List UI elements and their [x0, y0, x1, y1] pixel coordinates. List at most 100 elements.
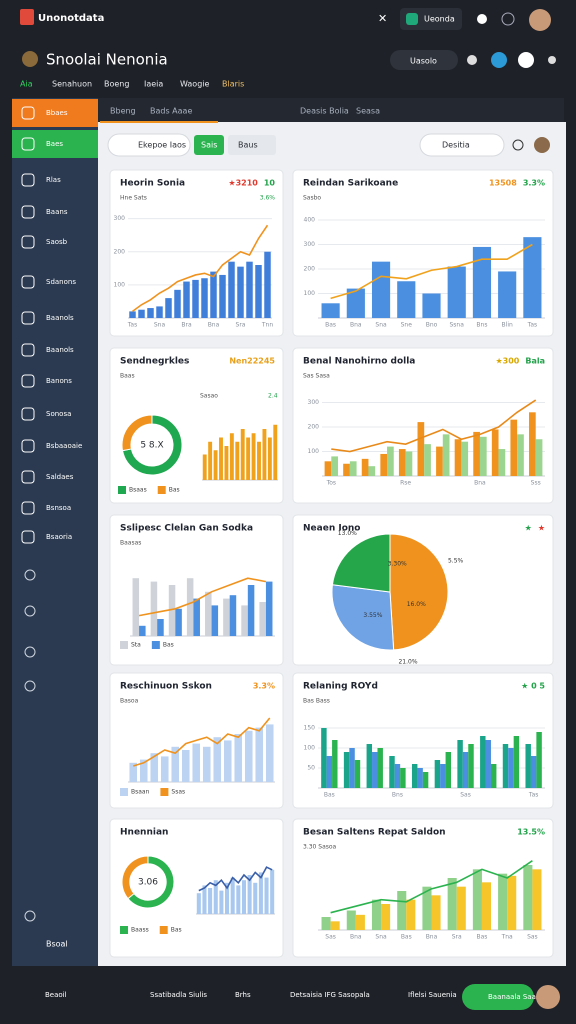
footer-item[interactable]: Ssatibadla Siulis	[150, 991, 207, 999]
center-label: 5 8.X	[140, 441, 163, 451]
bar	[138, 309, 145, 318]
reset-button[interactable]	[228, 135, 276, 155]
bar	[264, 877, 269, 914]
nav-item[interactable]: Aia	[20, 80, 33, 89]
bar	[461, 441, 469, 476]
y-tick-label: 100	[114, 281, 126, 288]
page-logo	[22, 51, 38, 67]
y-tick-label: 200	[114, 248, 126, 255]
bar	[265, 581, 273, 636]
bar	[213, 737, 222, 782]
sidebar-item[interactable]: Bsaoria	[46, 533, 72, 541]
sidebar-item[interactable]: Baanols	[46, 314, 74, 322]
bar	[241, 605, 248, 636]
help-icon[interactable]	[512, 139, 524, 151]
icon[interactable]	[491, 52, 507, 68]
sidebar-icon[interactable]	[24, 569, 36, 581]
legend-swatch	[151, 641, 160, 649]
legend-swatch	[120, 641, 128, 649]
x-tick-label: Bna	[350, 934, 362, 941]
bar	[481, 882, 492, 930]
sidebar-item[interactable]: Saosb	[46, 238, 68, 246]
toolbar-item[interactable]: Seasa	[356, 107, 380, 116]
sidebar-item[interactable]: Rlas	[46, 176, 61, 184]
card-title: Reindan Sarikoane	[303, 179, 398, 189]
footer-item[interactable]: Beaoil	[45, 991, 67, 999]
bar	[380, 453, 388, 476]
sidebar-item[interactable]: Bsbaaoaie	[46, 442, 82, 450]
badge: 3.3%	[523, 179, 545, 188]
close-icon[interactable]: ✕	[378, 12, 387, 25]
apply-label: Sais	[201, 141, 217, 150]
badge: ★3210	[228, 179, 258, 188]
x-tick-label: Sne	[401, 322, 413, 329]
sidebar-icon[interactable]	[24, 646, 36, 658]
bar	[507, 875, 517, 930]
sidebar-item[interactable]: Sonosa	[46, 410, 71, 418]
toolbar-item[interactable]: Deasis Bolia	[300, 107, 349, 116]
sidebar-item[interactable]: Sdanons	[46, 278, 76, 286]
bar	[186, 578, 194, 636]
sidebar-item[interactable]: Baanols	[46, 346, 74, 354]
sidebar-item[interactable]: Banons	[46, 377, 72, 385]
sidebar-icon[interactable]	[24, 680, 36, 692]
icon[interactable]	[548, 56, 556, 64]
x-tick-label: Sra	[452, 934, 462, 941]
y-tick-label: 50	[307, 765, 315, 772]
bar	[273, 424, 278, 480]
legend-label: Baass	[131, 927, 149, 934]
toolbar-tab[interactable]: Bbeng	[110, 107, 136, 116]
bar	[257, 441, 261, 480]
footer-item[interactable]: Iflelsi Sauenia	[408, 991, 457, 999]
y-tick-label: 200	[308, 424, 320, 431]
bar	[129, 762, 138, 782]
avatar[interactable]	[536, 985, 560, 1009]
bar	[255, 265, 262, 318]
search-box[interactable]	[390, 50, 458, 70]
bar	[510, 419, 518, 476]
icon[interactable]	[467, 55, 477, 65]
bar	[405, 451, 413, 476]
filter-search[interactable]	[419, 133, 505, 157]
sidebar-item[interactable]: Bbaes	[46, 109, 68, 117]
footer-item[interactable]: Detsaisia IFG Sasopala	[290, 991, 370, 999]
nav-item[interactable]: Blaris	[222, 80, 244, 89]
sidebar-item[interactable]: Saldaes	[46, 473, 74, 481]
sidebar-item[interactable]: Baes	[46, 140, 63, 148]
apply-button[interactable]	[194, 135, 224, 155]
badge: 13.5%	[517, 828, 545, 837]
bar	[454, 439, 462, 476]
bar	[417, 422, 425, 476]
footer-item[interactable]: Brhs	[235, 991, 251, 999]
nav-item[interactable]: Boeng	[104, 80, 129, 89]
sidebar-icon[interactable]	[24, 605, 36, 617]
sidebar-item[interactable]: Bsnsoa	[46, 504, 71, 512]
bar	[247, 875, 252, 914]
bar	[150, 581, 158, 636]
nav-item[interactable]: Iaeia	[144, 80, 163, 89]
filter-select[interactable]	[107, 133, 191, 157]
sidebar-icon	[21, 501, 35, 515]
footer-button[interactable]	[462, 984, 534, 1010]
sidebar-item[interactable]: Bsoal	[46, 940, 68, 949]
line	[330, 243, 533, 300]
bar	[244, 730, 253, 782]
bar	[366, 744, 373, 788]
avatar[interactable]	[529, 9, 551, 31]
sidebar-item[interactable]: Baans	[46, 208, 68, 216]
avatar[interactable]	[534, 137, 550, 153]
icon[interactable]	[518, 52, 534, 68]
bar	[442, 434, 450, 476]
bar	[398, 449, 406, 476]
bar	[381, 904, 391, 930]
toolbar-tab[interactable]: Bads Aaae	[150, 107, 192, 116]
nav-item[interactable]: Waogie	[180, 80, 209, 89]
sidebar-icon[interactable]	[24, 910, 36, 922]
sidebar-icon	[21, 407, 35, 421]
app-name: Unonotdata	[38, 13, 104, 24]
user-icon[interactable]	[477, 14, 487, 24]
nav-item[interactable]: Senahuon	[52, 80, 92, 89]
bar	[196, 893, 201, 914]
slice-label: 3.55%	[363, 612, 382, 619]
settings-icon[interactable]	[501, 12, 515, 26]
